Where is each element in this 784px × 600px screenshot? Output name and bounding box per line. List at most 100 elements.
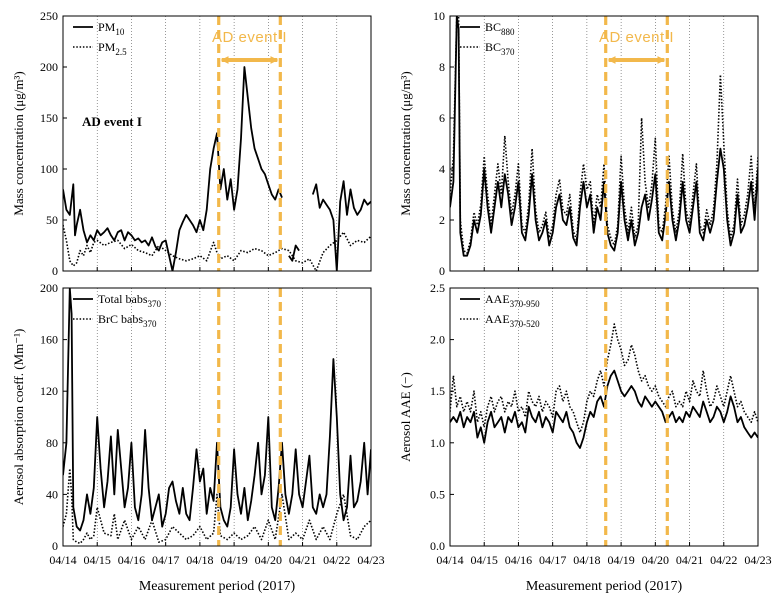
y-tick-label: 0.5 bbox=[430, 487, 445, 501]
x-tick-label: 04/19 bbox=[220, 553, 247, 567]
legend-label-base: PM bbox=[98, 20, 116, 34]
y-tick-label: 100 bbox=[40, 162, 58, 176]
series-line-pm10 bbox=[288, 244, 300, 262]
y-axis-label: Mass concentration (μg/m³) bbox=[11, 71, 26, 215]
panel-frame bbox=[449, 15, 759, 272]
x-tick-label: 04/19 bbox=[607, 553, 634, 567]
x-tick-label: 04/15 bbox=[471, 553, 498, 567]
panel-frame bbox=[62, 287, 372, 547]
y-tick-label: 250 bbox=[40, 9, 58, 23]
legend-label-subscript: 370-950 bbox=[510, 299, 540, 309]
series-line-aae370-520 bbox=[450, 323, 758, 434]
legend-label-subscript: 2.5 bbox=[115, 47, 127, 57]
series-line-bc370 bbox=[450, 16, 758, 254]
series-line-pm10 bbox=[311, 180, 371, 271]
series-line-brc-babs370 bbox=[63, 467, 371, 545]
panel-bottom-right: 0.0 0.5 1.0 1.5 2.0 2.5 04/14 04/15 04/16 04/17 04… bbox=[398, 281, 772, 567]
legend-label-subscript: 370 bbox=[143, 319, 157, 329]
x-tick-label: 04/17 bbox=[152, 553, 179, 567]
x-tick-label: 04/18 bbox=[573, 553, 600, 567]
x-tick-label: 04/23 bbox=[744, 553, 771, 567]
y-axis-label: Aerosol AAE (−) bbox=[398, 372, 413, 462]
y-tick-label: 2.0 bbox=[430, 333, 445, 347]
y-tick-label: 1.0 bbox=[430, 436, 445, 450]
y-tick-label: 40 bbox=[46, 487, 58, 501]
y-tick-label: 0 bbox=[52, 264, 58, 278]
legend-label: BrC babs370 bbox=[98, 312, 157, 329]
legend-label: PM2.5 bbox=[98, 40, 127, 57]
y-tick-label: 80 bbox=[46, 436, 58, 450]
x-tick-label: 04/15 bbox=[84, 553, 111, 567]
event-label: AD event I bbox=[599, 29, 674, 46]
x-tick-label: 04/21 bbox=[289, 553, 316, 567]
legend-label-subscript: 880 bbox=[501, 27, 515, 37]
legend-label-subscript: 370-520 bbox=[510, 319, 540, 329]
series-group bbox=[450, 323, 758, 449]
y-tick-label: 10 bbox=[433, 9, 445, 23]
legend-label: Total babs370 bbox=[98, 292, 161, 309]
x-tick-label: 04/21 bbox=[676, 553, 703, 567]
panel-top-left: AD event I 0 50 100 150 200 250 Mass concentrat… bbox=[11, 9, 372, 278]
legend-label: PM10 bbox=[98, 20, 125, 37]
legend-label-subscript: 10 bbox=[115, 27, 125, 37]
y-tick-label: 200 bbox=[40, 60, 58, 74]
series-group bbox=[63, 66, 371, 271]
legend-label: BC880 bbox=[485, 20, 515, 37]
y-tick-label: 0.0 bbox=[430, 539, 445, 553]
series-line-pm2-5 bbox=[63, 224, 371, 271]
y-axis-label: Aerosol absorption coeff. (Mm⁻¹) bbox=[11, 329, 26, 506]
legend-label-base: BrC babs bbox=[98, 312, 143, 326]
legend-label: AAE370-520 bbox=[485, 312, 540, 329]
x-tick-label: 04/22 bbox=[710, 553, 737, 567]
x-tick-label: 04/22 bbox=[323, 553, 350, 567]
y-tick-label: 2.5 bbox=[430, 281, 445, 295]
y-tick-label: 200 bbox=[40, 281, 58, 295]
x-tick-label: 04/20 bbox=[642, 553, 669, 567]
y-tick-label: 0 bbox=[439, 264, 445, 278]
x-tick-label: 04/17 bbox=[539, 553, 566, 567]
panel-top-right: AD event I 0 2 4 6 8 10 Mass concentration (μg/… bbox=[398, 9, 759, 278]
y-axis-label: Mass concentration (μg/m³) bbox=[398, 71, 413, 215]
y-tick-label: 1.5 bbox=[430, 384, 445, 398]
legend-label-base: BC bbox=[485, 40, 501, 54]
legend-label-base: AAE bbox=[485, 292, 510, 306]
series-line-aae370-950 bbox=[450, 369, 758, 449]
legend-label-base: Total babs bbox=[98, 292, 148, 306]
y-tick-label: 160 bbox=[40, 333, 58, 347]
event-label: AD event I bbox=[212, 29, 287, 46]
series-group bbox=[63, 288, 371, 545]
y-tick-label: 2 bbox=[439, 213, 445, 227]
y-tick-label: 4 bbox=[439, 162, 445, 176]
y-tick-label: 0 bbox=[52, 539, 58, 553]
legend-label: BC370 bbox=[485, 40, 515, 57]
y-tick-label: 6 bbox=[439, 111, 445, 125]
panel-bottom-left: 0 40 80 120 160 200 04/14 04/15 04/16 04/17 04/18 0… bbox=[11, 281, 385, 567]
legend-label-subscript: 370 bbox=[501, 47, 515, 57]
y-tick-label: 150 bbox=[40, 111, 58, 125]
x-axis-title-left: Measurement period (2017) bbox=[139, 579, 296, 594]
annotation-text: AD event I bbox=[82, 114, 142, 129]
y-tick-label: 8 bbox=[439, 60, 445, 74]
x-tick-label: 04/14 bbox=[49, 553, 76, 567]
x-tick-label: 04/14 bbox=[436, 553, 463, 567]
legend-label-subscript: 370 bbox=[147, 299, 161, 309]
legend-label-base: AAE bbox=[485, 312, 510, 326]
legend-label-base: PM bbox=[98, 40, 116, 54]
series-line-pm10 bbox=[63, 66, 283, 271]
x-tick-label: 04/20 bbox=[255, 553, 282, 567]
x-tick-label: 04/23 bbox=[357, 553, 384, 567]
series-group bbox=[450, 16, 758, 257]
x-axis-title-right: Measurement period (2017) bbox=[526, 579, 683, 594]
legend-label-base: BC bbox=[485, 20, 501, 34]
x-tick-label: 04/18 bbox=[186, 553, 213, 567]
panel-frame bbox=[449, 287, 759, 547]
series-line-bc880 bbox=[450, 16, 758, 257]
x-tick-label: 04/16 bbox=[118, 553, 145, 567]
y-tick-label: 50 bbox=[46, 213, 58, 227]
legend-label: AAE370-950 bbox=[485, 292, 540, 309]
y-tick-label: 120 bbox=[40, 384, 58, 398]
series-line-total-babs370 bbox=[63, 288, 371, 532]
x-tick-label: 04/16 bbox=[505, 553, 532, 567]
panel-frame bbox=[62, 15, 372, 272]
